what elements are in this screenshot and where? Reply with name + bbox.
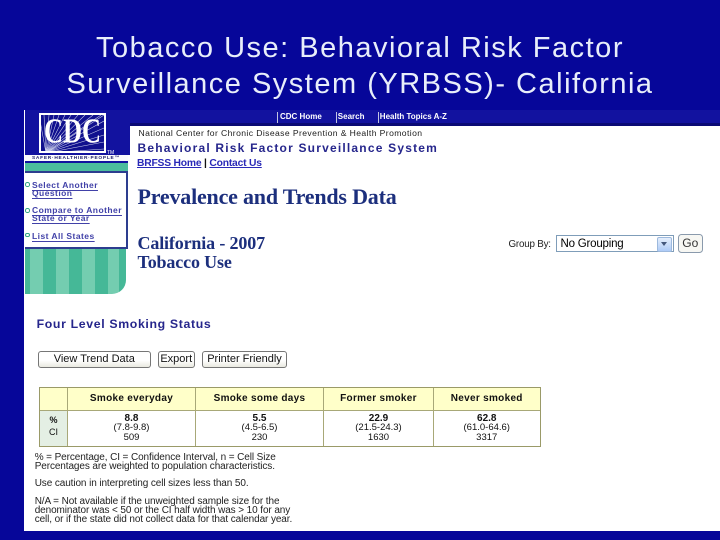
svg-text:CDC: CDC <box>44 115 101 151</box>
